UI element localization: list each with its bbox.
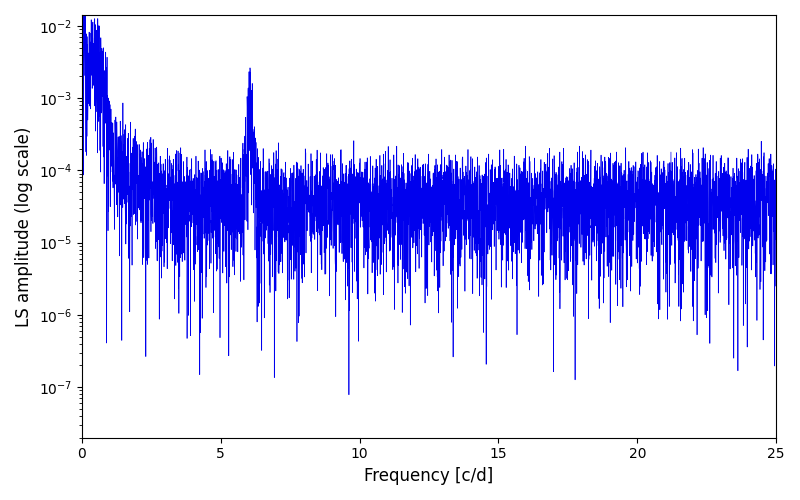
Y-axis label: LS amplitude (log scale): LS amplitude (log scale) bbox=[15, 126, 33, 326]
X-axis label: Frequency [c/d]: Frequency [c/d] bbox=[364, 467, 494, 485]
